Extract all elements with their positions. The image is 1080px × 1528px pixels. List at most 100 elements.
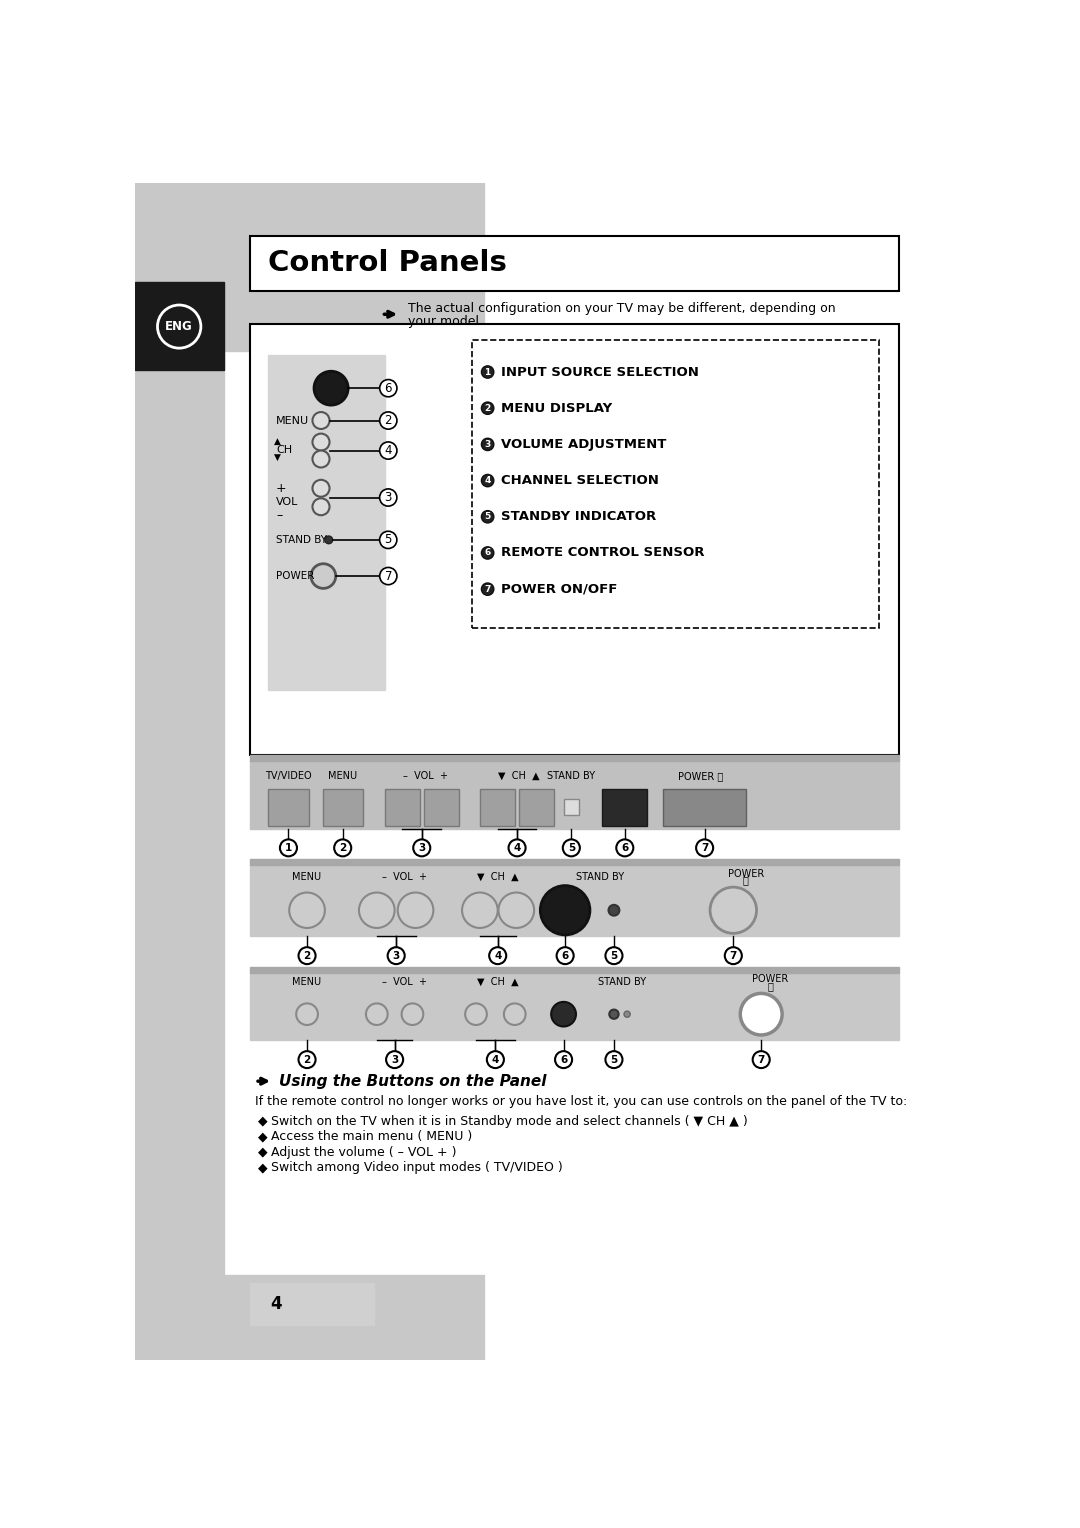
Text: Using the Buttons on the Panel: Using the Buttons on the Panel (279, 1074, 546, 1088)
Circle shape (296, 1004, 318, 1025)
Circle shape (482, 365, 494, 377)
Circle shape (397, 892, 433, 927)
Circle shape (753, 1051, 770, 1068)
Text: 2: 2 (303, 1054, 311, 1065)
Circle shape (509, 839, 526, 856)
Text: your model.: your model. (408, 315, 483, 327)
Circle shape (609, 1010, 619, 1019)
Text: 5: 5 (384, 533, 392, 547)
Circle shape (334, 839, 351, 856)
Bar (268, 788, 309, 825)
Bar (323, 788, 363, 825)
Text: 6: 6 (559, 1054, 567, 1065)
Circle shape (289, 892, 325, 927)
Circle shape (617, 839, 633, 856)
Bar (225, 183, 484, 351)
Circle shape (312, 434, 329, 451)
Text: STAND BY: STAND BY (597, 978, 646, 987)
Text: VOLUME ADJUSTMENT: VOLUME ADJUSTMENT (501, 439, 666, 451)
Bar (564, 799, 579, 814)
Circle shape (482, 510, 494, 523)
Circle shape (312, 480, 329, 497)
Text: STANDBY INDICATOR: STANDBY INDICATOR (501, 510, 656, 523)
Circle shape (499, 892, 535, 927)
Text: Switch among Video input modes ( TV/VIDEO ): Switch among Video input modes ( TV/VIDE… (271, 1161, 563, 1174)
Text: Adjust the volume ( – VOL + ): Adjust the volume ( – VOL + ) (271, 1146, 457, 1158)
Text: 1: 1 (485, 368, 490, 376)
Circle shape (465, 1004, 487, 1025)
Bar (384, 788, 420, 825)
Text: 2: 2 (384, 414, 392, 426)
Text: ◆: ◆ (258, 1146, 268, 1158)
Circle shape (487, 1051, 504, 1068)
Circle shape (606, 947, 622, 964)
Circle shape (489, 947, 507, 964)
Circle shape (710, 888, 757, 934)
Circle shape (462, 892, 498, 927)
Text: POWER: POWER (276, 571, 314, 581)
Text: 7: 7 (701, 843, 708, 853)
Text: Access the main menu ( MENU ): Access the main menu ( MENU ) (271, 1131, 473, 1143)
Text: STAND BY: STAND BY (576, 872, 624, 882)
Text: ▼: ▼ (273, 452, 281, 461)
Bar (603, 788, 647, 825)
Circle shape (312, 451, 329, 468)
Text: –  VOL  +: – VOL + (382, 872, 428, 882)
Bar (249, 865, 900, 937)
Circle shape (366, 1004, 388, 1025)
Text: Switch on the TV when it is in Standby mode and select channels ( ▼ CH ▲ ): Switch on the TV when it is in Standby m… (271, 1115, 748, 1128)
Text: If the remote control no longer works or you have lost it, you can use controls : If the remote control no longer works or… (255, 1096, 907, 1108)
Text: 3: 3 (384, 490, 392, 504)
Bar (249, 967, 900, 973)
Text: 5: 5 (485, 512, 490, 521)
Circle shape (504, 1004, 526, 1025)
Circle shape (608, 905, 619, 915)
Circle shape (414, 839, 430, 856)
Text: POWER ⓘ: POWER ⓘ (678, 772, 724, 781)
Text: MENU: MENU (293, 872, 322, 882)
Circle shape (312, 413, 329, 429)
Circle shape (624, 1012, 631, 1018)
Text: POWER ON/OFF: POWER ON/OFF (501, 582, 617, 596)
Bar (663, 788, 746, 825)
Text: POWER: POWER (753, 975, 788, 984)
Bar (249, 973, 900, 1041)
Text: 4: 4 (384, 445, 392, 457)
Circle shape (725, 947, 742, 964)
Circle shape (606, 1051, 622, 1068)
Circle shape (314, 371, 348, 405)
Circle shape (359, 892, 394, 927)
Text: ▼  CH  ▲: ▼ CH ▲ (498, 772, 539, 781)
Bar (249, 761, 900, 828)
Bar (135, 183, 225, 1360)
Text: ENG: ENG (165, 319, 193, 333)
Circle shape (312, 498, 329, 515)
Text: INPUT SOURCE SELECTION: INPUT SOURCE SELECTION (501, 365, 699, 379)
Text: REMOTE CONTROL SENSOR: REMOTE CONTROL SENSOR (501, 547, 704, 559)
Circle shape (388, 947, 405, 964)
Text: MENU: MENU (293, 978, 322, 987)
Text: 3: 3 (391, 1054, 399, 1065)
Text: The actual configuration on your TV may be different, depending on: The actual configuration on your TV may … (408, 303, 836, 315)
Text: MENU DISPLAY: MENU DISPLAY (501, 402, 612, 414)
Text: –  VOL  +: – VOL + (382, 978, 428, 987)
Text: ◆: ◆ (258, 1131, 268, 1143)
Text: 6: 6 (621, 843, 629, 853)
Circle shape (298, 1051, 315, 1068)
Circle shape (280, 839, 297, 856)
Text: 3: 3 (418, 843, 426, 853)
Circle shape (311, 564, 336, 588)
Circle shape (158, 306, 201, 348)
Text: 5: 5 (610, 1054, 618, 1065)
Text: –  VOL  +: – VOL + (403, 772, 448, 781)
Text: 2: 2 (339, 843, 347, 853)
Bar (423, 788, 459, 825)
Circle shape (556, 947, 573, 964)
Text: ⓘ: ⓘ (743, 876, 748, 886)
Text: 7: 7 (757, 1054, 765, 1065)
Circle shape (551, 1002, 576, 1027)
Circle shape (555, 1051, 572, 1068)
Bar (225, 1276, 484, 1360)
Text: 7: 7 (384, 570, 392, 582)
Circle shape (482, 402, 494, 414)
